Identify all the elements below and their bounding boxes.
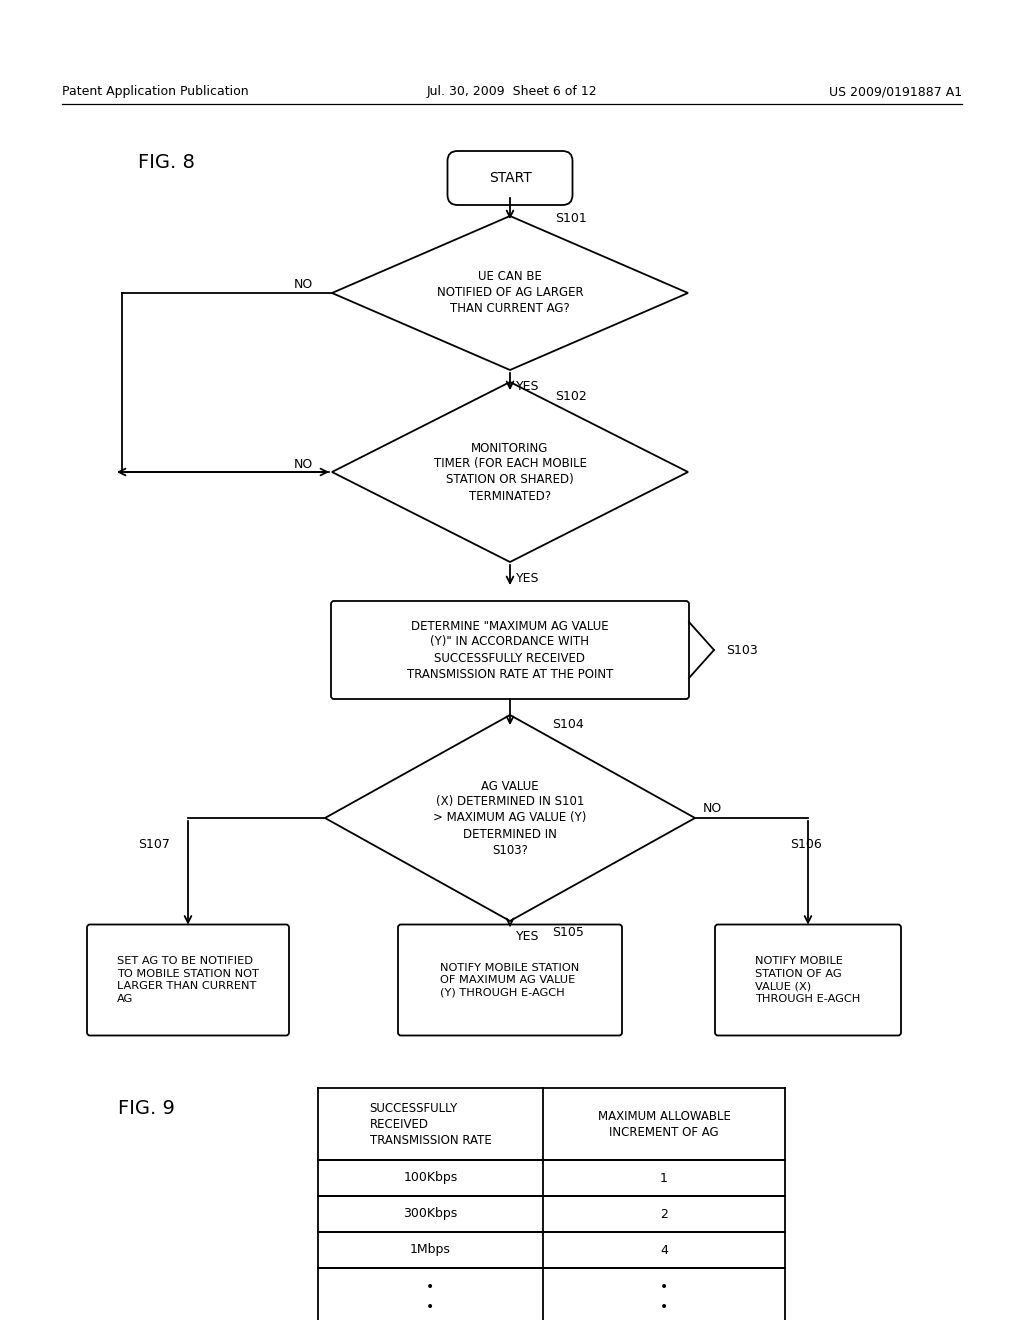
Text: S105: S105 (552, 927, 584, 940)
Text: NO: NO (294, 279, 313, 292)
Text: START: START (488, 172, 531, 185)
Text: NO: NO (703, 801, 722, 814)
Text: 1: 1 (660, 1172, 668, 1184)
Text: S107: S107 (138, 838, 170, 851)
Polygon shape (332, 381, 688, 562)
Text: AG VALUE
(X) DETERMINED IN S101
> MAXIMUM AG VALUE (Y)
DETERMINED IN
S103?: AG VALUE (X) DETERMINED IN S101 > MAXIMU… (433, 780, 587, 857)
Text: YES: YES (516, 380, 540, 392)
Text: S101: S101 (555, 211, 587, 224)
Text: FIG. 9: FIG. 9 (118, 1098, 175, 1118)
Text: US 2009/0191887 A1: US 2009/0191887 A1 (828, 86, 962, 99)
Text: S106: S106 (790, 838, 821, 851)
Text: MAXIMUM ALLOWABLE
INCREMENT OF AG: MAXIMUM ALLOWABLE INCREMENT OF AG (598, 1110, 730, 1138)
Text: Jul. 30, 2009  Sheet 6 of 12: Jul. 30, 2009 Sheet 6 of 12 (427, 86, 597, 99)
Polygon shape (332, 216, 688, 370)
FancyBboxPatch shape (447, 150, 572, 205)
Polygon shape (325, 715, 695, 921)
Text: S104: S104 (552, 718, 584, 730)
Text: 4: 4 (660, 1243, 668, 1257)
Text: •: • (659, 1300, 668, 1313)
Text: 100Kbps: 100Kbps (403, 1172, 458, 1184)
Text: MONITORING
TIMER (FOR EACH MOBILE
STATION OR SHARED)
TERMINATED?: MONITORING TIMER (FOR EACH MOBILE STATIO… (433, 441, 587, 503)
Text: •: • (426, 1300, 434, 1313)
Text: NOTIFY MOBILE STATION
OF MAXIMUM AG VALUE
(Y) THROUGH E-AGCH: NOTIFY MOBILE STATION OF MAXIMUM AG VALU… (440, 962, 580, 998)
FancyBboxPatch shape (398, 924, 622, 1035)
Text: •: • (659, 1280, 668, 1295)
Text: Patent Application Publication: Patent Application Publication (62, 86, 249, 99)
Text: NOTIFY MOBILE
STATION OF AG
VALUE (X)
THROUGH E-AGCH: NOTIFY MOBILE STATION OF AG VALUE (X) TH… (756, 957, 861, 1003)
Text: S103: S103 (726, 644, 758, 656)
Text: SET AG TO BE NOTIFIED
TO MOBILE STATION NOT
LARGER THAN CURRENT
AG: SET AG TO BE NOTIFIED TO MOBILE STATION … (117, 957, 259, 1003)
FancyBboxPatch shape (331, 601, 689, 700)
Text: UE CAN BE
NOTIFIED OF AG LARGER
THAN CURRENT AG?: UE CAN BE NOTIFIED OF AG LARGER THAN CUR… (436, 271, 584, 315)
Text: 2: 2 (660, 1208, 668, 1221)
Text: YES: YES (516, 572, 540, 585)
Text: YES: YES (516, 931, 540, 944)
FancyBboxPatch shape (715, 924, 901, 1035)
Text: FIG. 8: FIG. 8 (138, 153, 195, 173)
FancyBboxPatch shape (87, 924, 289, 1035)
Text: DETERMINE "MAXIMUM AG VALUE
(Y)" IN ACCORDANCE WITH
SUCCESSFULLY RECEIVED
TRANSM: DETERMINE "MAXIMUM AG VALUE (Y)" IN ACCO… (407, 619, 613, 681)
Text: 1Mbps: 1Mbps (410, 1243, 451, 1257)
Text: S102: S102 (555, 389, 587, 403)
Text: •: • (426, 1280, 434, 1295)
Text: SUCCESSFULLY
RECEIVED
TRANSMISSION RATE: SUCCESSFULLY RECEIVED TRANSMISSION RATE (370, 1101, 492, 1147)
Text: NO: NO (294, 458, 313, 470)
Text: 300Kbps: 300Kbps (403, 1208, 458, 1221)
